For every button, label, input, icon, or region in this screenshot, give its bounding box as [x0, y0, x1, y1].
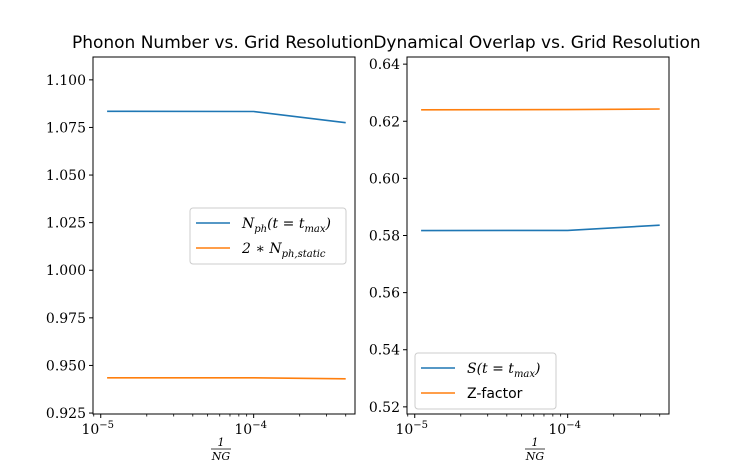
- chart-title: Dynamical Overlap vs. Grid Resolution: [373, 33, 700, 53]
- y-tick-label: 1.025: [46, 216, 86, 232]
- chart-dynamical-overlap: Dynamical Overlap vs. Grid Resolution 0.…: [369, 33, 701, 463]
- y-tick-label: 0.56: [369, 286, 400, 302]
- legend-box: [189, 207, 347, 265]
- chart-phonon-number: Phonon Number vs. Grid Resolution 0.9250…: [46, 33, 374, 463]
- x-axis-label-denominator: NG: [525, 450, 545, 463]
- series-line: [107, 110, 346, 124]
- y-tick-label: 1.100: [46, 73, 86, 89]
- y-tick-label: 1.000: [46, 263, 86, 279]
- legend-box: [414, 352, 557, 410]
- y-tick-label: 0.58: [369, 229, 400, 245]
- y-tick-label: 0.975: [46, 311, 86, 327]
- plot-area: 0.925 0.950 0.975 1.000 1.025 1.050 1.075 1.100…: [46, 56, 356, 463]
- chart-title: Phonon Number vs. Grid Resolution: [72, 33, 374, 53]
- y-tick-label: 1.075: [46, 120, 86, 136]
- x-axis-label-numerator: 1: [218, 436, 225, 449]
- y-tick-label: 0.64: [369, 57, 400, 73]
- x-axis-label-numerator: 1: [532, 436, 539, 449]
- legend-label: S(t = tmax): [467, 361, 541, 380]
- legend-label: Z-factor: [467, 386, 523, 402]
- y-tick-label: 1.050: [46, 168, 86, 184]
- y-tick-label: 0.60: [369, 171, 400, 187]
- legend-label: 2 ∗ Nph,static: [241, 241, 326, 260]
- axes-frame: [92, 56, 356, 415]
- y-tick-label: 0.52: [369, 400, 400, 416]
- series-line: [421, 108, 660, 111]
- y-tick-label: 0.54: [369, 343, 400, 359]
- y-tick-label: 0.62: [369, 114, 400, 130]
- x-axis-label-denominator: NG: [211, 450, 231, 463]
- y-tick-label: 0.925: [46, 406, 86, 422]
- y-tick-label: 0.950: [46, 358, 86, 374]
- series-line: [421, 224, 660, 232]
- legend-label: Nph(t = tmax): [241, 216, 331, 235]
- series-line: [107, 376, 346, 380]
